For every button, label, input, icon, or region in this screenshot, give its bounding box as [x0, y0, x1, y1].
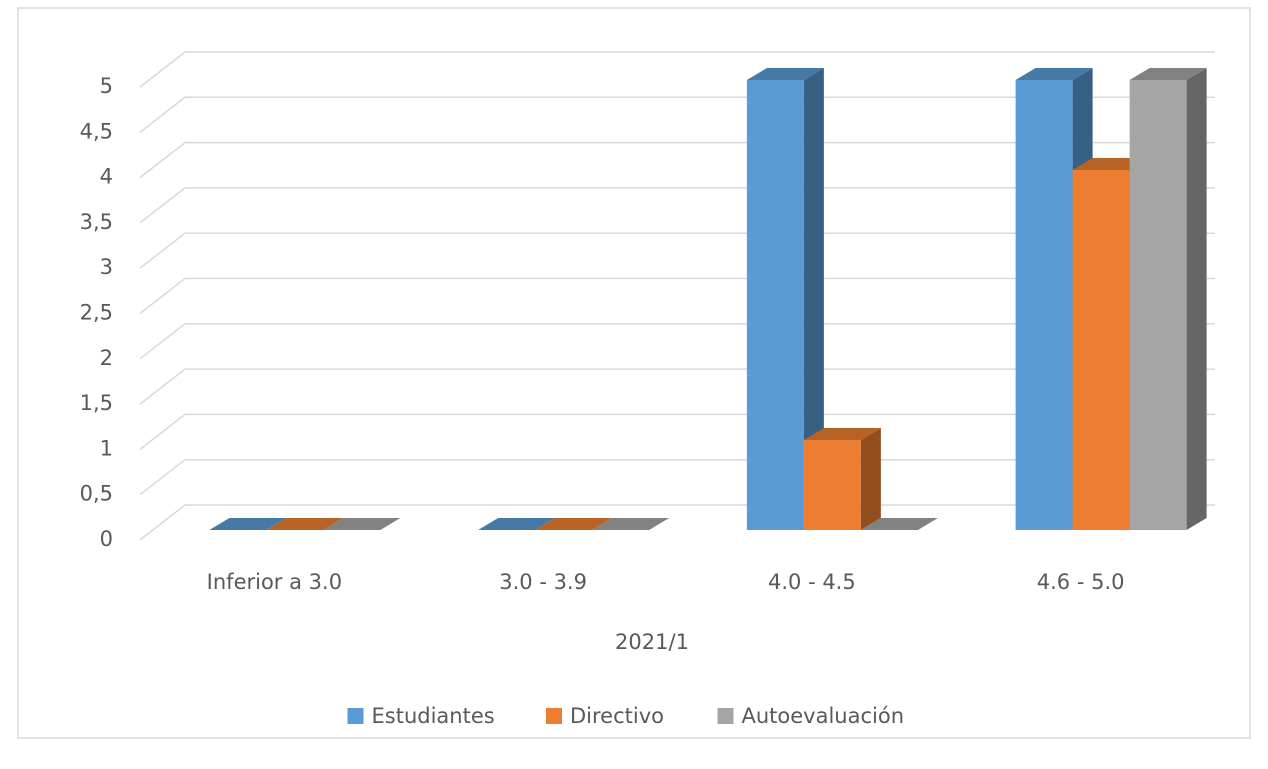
y-tick-label: 2 [100, 346, 113, 370]
bar-top [535, 518, 613, 530]
legend-label: Autoevaluación [742, 704, 905, 728]
bar-side [803, 68, 824, 530]
y-tick-label: 2,5 [80, 301, 113, 325]
bar-top [1129, 68, 1207, 80]
bar-top [266, 518, 344, 530]
bar-front [1129, 80, 1187, 530]
y-tick-label: 5 [100, 74, 113, 98]
bar-side [1186, 68, 1207, 530]
y-tick-label: 1,5 [80, 391, 113, 415]
bar-front [746, 80, 804, 530]
grid-line [139, 96, 1215, 133]
bar-top [209, 518, 287, 530]
grid-line [139, 277, 1215, 315]
bar-top [1015, 68, 1093, 80]
y-tick-label: 4 [100, 165, 113, 189]
legend-swatch [546, 708, 562, 724]
x-tick-label: 4.0 - 4.5 [768, 570, 856, 594]
bar-front [1072, 170, 1130, 530]
y-tick-label: 1 [100, 436, 113, 460]
bar-side [860, 428, 881, 530]
legend-swatch [717, 708, 734, 724]
grid-line [139, 232, 1215, 269]
y-tick-label: 0 [100, 527, 113, 551]
legend-label: Estudiantes [372, 704, 495, 728]
x-tick-label: Inferior a 3.0 [207, 570, 342, 594]
bar-top [592, 518, 670, 530]
legend-swatch [347, 708, 364, 724]
bar-top [860, 518, 938, 530]
grid-line [139, 323, 1215, 360]
y-tick-label: 0,5 [80, 482, 113, 506]
x-tick-label: 4.6 - 5.0 [1037, 570, 1125, 594]
legend-label: Directivo [570, 704, 664, 728]
x-tick-label: 3.0 - 3.9 [499, 570, 587, 594]
bar-top [746, 68, 824, 80]
y-tick-label: 3,5 [80, 210, 113, 234]
bar-top [478, 518, 556, 530]
grid-line [139, 141, 1215, 179]
y-tick-label: 3 [100, 255, 113, 279]
bar-top [323, 518, 401, 530]
x-axis-title: 2021/1 [615, 630, 689, 654]
bar-front [1015, 80, 1073, 530]
bar-front [803, 440, 861, 530]
grid-line [139, 413, 1215, 450]
grid-line [139, 187, 1215, 224]
grid-line [139, 51, 1215, 88]
bar-top [803, 428, 881, 440]
grid-line [139, 368, 1215, 405]
y-tick-label: 4,5 [80, 119, 113, 143]
